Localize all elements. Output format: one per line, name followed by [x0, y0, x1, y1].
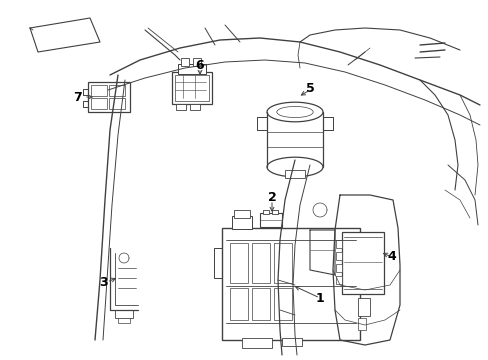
Bar	[282, 338, 302, 346]
Text: 4: 4	[387, 251, 396, 264]
Bar	[91, 98, 107, 109]
Bar	[263, 210, 268, 214]
Bar	[357, 248, 369, 266]
Bar	[181, 58, 189, 66]
Bar	[88, 82, 130, 112]
Text: 3: 3	[99, 275, 107, 288]
Bar	[91, 85, 107, 96]
Bar	[357, 298, 369, 316]
Ellipse shape	[266, 157, 323, 177]
Bar	[109, 98, 125, 109]
Bar	[251, 243, 269, 283]
Bar	[335, 276, 341, 284]
Bar	[229, 243, 247, 283]
Bar	[231, 216, 251, 229]
Bar	[172, 72, 212, 104]
Text: 1: 1	[315, 292, 324, 305]
Ellipse shape	[276, 107, 312, 118]
Bar	[273, 288, 291, 320]
Bar	[273, 243, 291, 283]
Bar	[285, 170, 305, 178]
Text: 7: 7	[74, 90, 82, 104]
Bar	[335, 264, 341, 272]
Bar	[176, 104, 185, 110]
Bar	[357, 318, 365, 330]
Bar	[118, 318, 130, 323]
Bar	[341, 232, 383, 294]
Text: 2: 2	[267, 190, 276, 203]
Bar	[175, 75, 208, 101]
Bar	[190, 104, 200, 110]
Bar	[242, 338, 271, 348]
Bar	[251, 288, 269, 320]
Bar	[234, 210, 249, 218]
Text: 6: 6	[195, 59, 204, 72]
Bar	[335, 252, 341, 260]
Bar	[260, 213, 282, 227]
Bar	[357, 273, 369, 291]
Bar	[193, 58, 201, 66]
Bar	[115, 310, 133, 318]
Ellipse shape	[266, 102, 323, 122]
Bar	[229, 288, 247, 320]
Bar	[178, 64, 205, 74]
Bar	[271, 210, 278, 214]
Bar	[109, 85, 125, 96]
Text: 5: 5	[305, 81, 314, 95]
Bar	[335, 240, 341, 248]
Bar	[222, 228, 359, 340]
